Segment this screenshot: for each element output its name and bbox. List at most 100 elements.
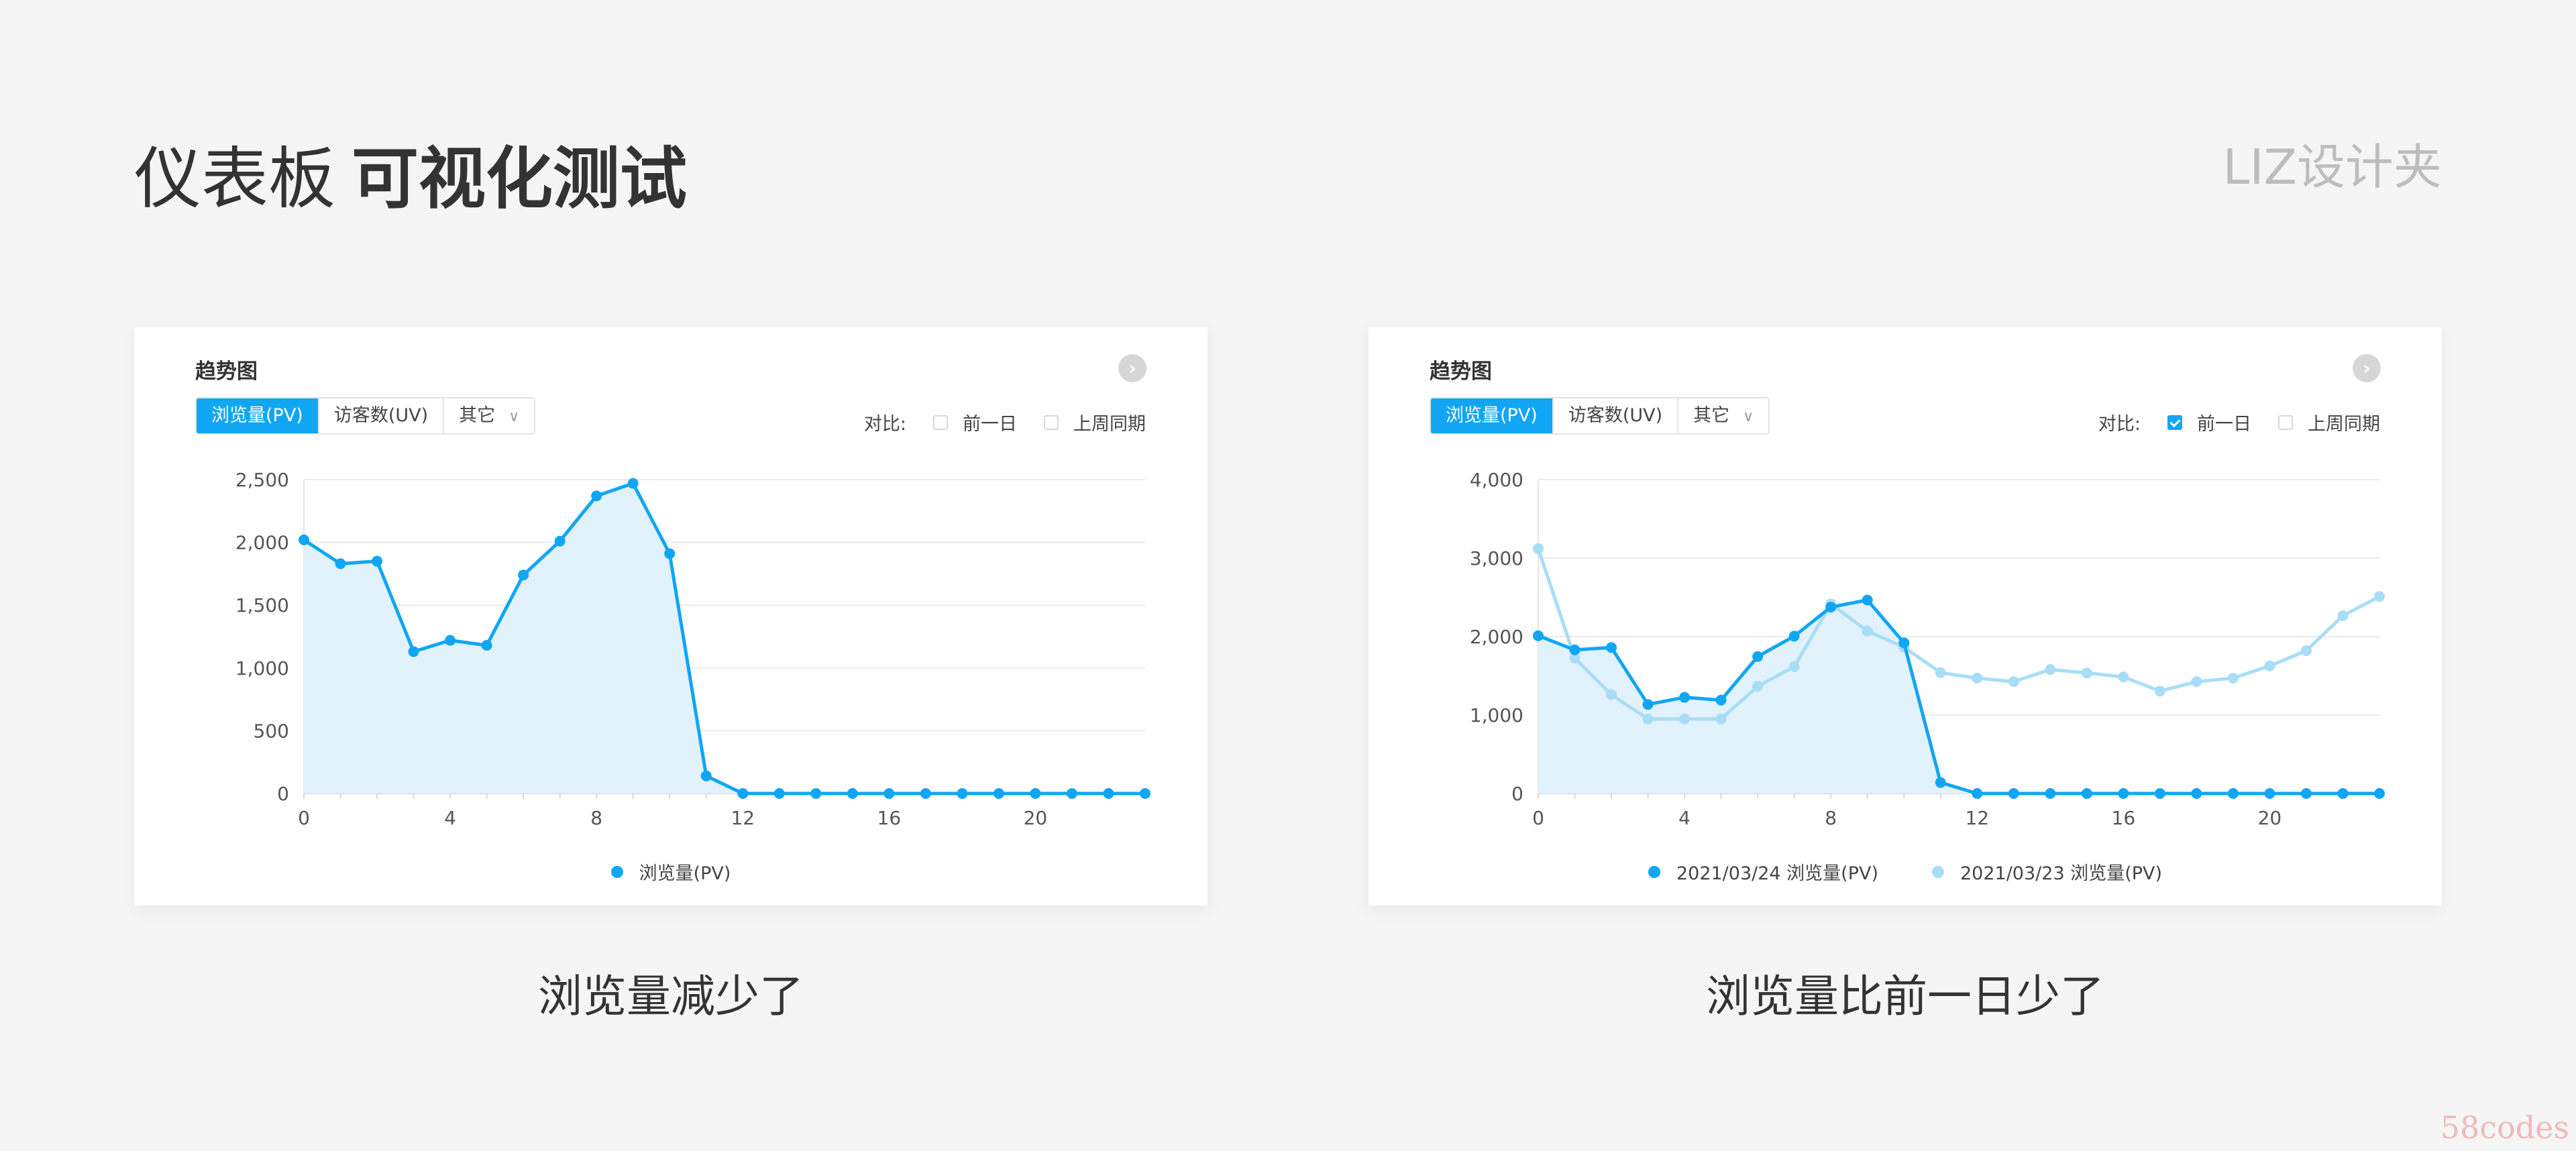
y-tick-label: 3,000 [1470,547,1523,569]
x-tick-label: 0 [1532,807,1544,829]
x-tick-label: 8 [1825,807,1837,829]
data-point [1788,661,1800,673]
data-point [1569,653,1580,664]
tab-other-dropdown[interactable]: 其它 ∨ [444,398,535,433]
title-bold: 可视化测试 [352,140,687,218]
data-point [737,788,749,799]
tab-other-label: 其它 [1693,405,1730,426]
data-point [2045,788,2056,799]
tab-other-label: 其它 [459,405,496,426]
data-point [1533,630,1544,641]
data-point [2264,788,2275,799]
compare-label: 对比: [863,414,906,435]
data-point [1103,788,1114,799]
legend-label: 2021/03/23 浏览量(PV) [1960,863,2163,884]
brand-logo-text: LIZ设计夹 [2222,139,2442,195]
legend-item[interactable]: 浏览量(PV) [610,859,731,885]
data-point [2081,788,2092,799]
legend-item[interactable]: 2021/03/24 浏览量(PV) [1648,859,1878,885]
checkbox-label-previous-day: 前一日 [2197,414,2251,435]
data-point [372,555,383,567]
data-point [1606,689,1617,700]
data-point [1533,543,1544,554]
data-point [481,640,492,651]
data-point [993,788,1004,799]
compare-options: 对比: 前一日 上周同期 [2098,409,2380,435]
x-tick-label: 12 [731,807,755,829]
caption-left: 浏览量减少了 [538,971,804,1022]
card-title: 趋势图 [195,360,258,384]
data-point [1642,699,1654,710]
data-point [2154,686,2165,697]
card-title: 趋势图 [1430,360,1492,384]
data-point [1862,594,1873,606]
data-point [1752,651,1764,662]
data-point [1935,777,1946,788]
data-point [2227,788,2239,799]
data-point [1825,602,1837,613]
data-point [2045,664,2056,675]
data-point [1679,692,1690,703]
trend-chart: 0 500 1,000 1,500 2,000 2,500 0 4 8 12 16 20 [235,469,1150,829]
legend: 2021/03/24 浏览量(PV) 2021/03/23 浏览量(PV) [1368,859,2442,885]
caption-right: 浏览量比前一日少了 [1706,971,2104,1022]
series-line [303,482,1145,796]
data-point [1935,667,1946,678]
data-point [1066,788,1077,799]
series-line [1536,548,2381,721]
x-tick-label: 12 [1965,807,1989,829]
checkbox-last-week[interactable] [2278,415,2293,430]
compare-label: 对比: [2098,414,2141,435]
data-point [2118,788,2129,799]
metric-tabs: 浏览量(PV) 访客数(UV) 其它 ∨ [195,397,536,435]
data-point [299,534,309,545]
compare-options: 对比: 前一日 上周同期 [864,409,1146,435]
checkbox-previous-day[interactable] [933,415,948,430]
metric-tabs: 浏览量(PV) 访客数(UV) 其它 ∨ [1430,397,1770,435]
tab-uv[interactable]: 访客数(UV) [319,398,445,433]
data-point [810,788,822,799]
data-point [445,635,456,646]
checkbox-previous-day[interactable] [2167,415,2182,430]
x-tick-label: 8 [590,807,602,829]
y-tick-label: 4,000 [1470,469,1523,491]
y-tick-label: 2,500 [235,469,289,491]
data-point [2191,676,2202,688]
data-point [591,490,602,502]
data-point [1030,788,1041,799]
tab-pv[interactable]: 浏览量(PV) [1431,398,1554,433]
tab-other-dropdown[interactable]: 其它 ∨ [1678,398,1769,433]
checkbox-last-week[interactable] [1044,415,1059,430]
legend-label: 浏览量(PV) [639,863,731,884]
data-point [1606,642,1617,653]
data-point [1898,637,1910,649]
page-title: 仪表板 可视化测试 [134,124,687,221]
data-point [1862,625,1873,637]
data-point [554,535,566,547]
watermark: 58codes [2440,1109,2569,1146]
x-tick-label: 4 [444,807,456,829]
data-point [2264,660,2275,671]
area-fill [1538,600,2379,793]
legend-item[interactable]: 2021/03/23 浏览量(PV) [1932,859,2162,885]
data-point [2227,673,2239,684]
tab-pv[interactable]: 浏览量(PV) [197,398,319,433]
chevron-right-circle-icon[interactable]: › [2353,354,2381,382]
data-point [2337,610,2349,621]
data-point [1715,713,1727,724]
x-tick-label: 4 [1678,807,1690,829]
x-tick-label: 16 [2112,807,2136,829]
data-point [2374,591,2385,602]
y-tick-label: 0 [277,783,289,805]
chevron-right-circle-icon[interactable]: › [1118,354,1146,382]
x-tick-label: 16 [877,807,902,829]
data-point [2154,788,2165,799]
data-point [2300,645,2312,657]
data-point [627,478,639,489]
data-point [847,788,858,799]
trend-card-left: 趋势图 › 浏览量(PV) 访客数(UV) 其它 ∨ 对比: 前一日 上周同期 0… [134,327,1208,906]
data-point [2118,671,2129,683]
tab-uv[interactable]: 访客数(UV) [1553,398,1679,433]
area-fill [304,483,1145,793]
data-point [773,788,785,799]
